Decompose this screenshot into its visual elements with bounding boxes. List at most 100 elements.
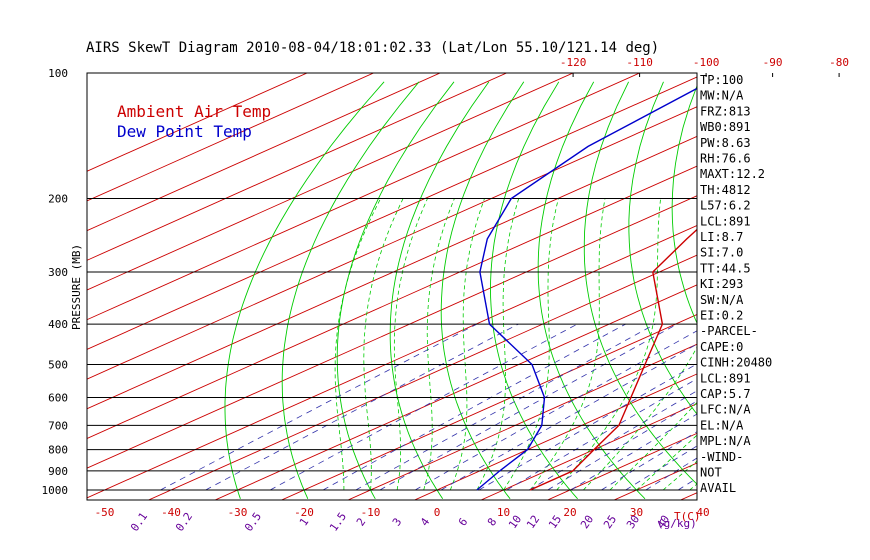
isotherm-line [280, 314, 697, 500]
stability-index-item: CINH:20480 [700, 356, 772, 370]
temp-unit-label: T(C) [674, 510, 701, 523]
isotherm-line [87, 224, 697, 499]
ambient-air-temp-line [529, 228, 697, 491]
top-temp-tick-label: -120 [560, 56, 587, 69]
bottom-temp-tick-label: 30 [630, 506, 643, 519]
tick-label-layer: 0.1 0.2 0.5 1 1.5 2 3 4 6 8 10 12 15 20 25 30 4010020030… [42, 56, 850, 534]
mixing-ratio-line [322, 323, 626, 491]
stability-index-item: SW:N/A [700, 293, 744, 307]
mixing-ratio-line [645, 457, 697, 491]
legend-ambient-air-temp: Ambient Air Temp [117, 102, 271, 121]
bottom-temp-tick-label: 20 [563, 506, 576, 519]
pressure-tick-label: 900 [48, 465, 68, 478]
moist-adiabat-line [503, 198, 559, 491]
bottom-temp-tick-label: -50 [95, 506, 115, 519]
stability-index-item: NOT [700, 466, 722, 480]
pressure-tick-label: 1000 [42, 484, 69, 497]
dry-adiabat-line [224, 81, 385, 499]
mixing-ratio-line [528, 390, 697, 491]
isotherm-line [87, 73, 375, 202]
bottom-temp-tick-label: -20 [294, 506, 314, 519]
stability-index-item: FRZ:813 [700, 104, 751, 118]
stability-index-item: TP:100 [700, 73, 743, 87]
mixing-ratio-line [547, 400, 697, 491]
dry-adiabat-line [281, 81, 420, 499]
stability-index-item: -PARCEL- [700, 324, 758, 338]
isotherm-line [87, 106, 697, 380]
stability-index-item: MAXT:12.2 [700, 167, 765, 181]
stability-index-item: LI:8.7 [700, 230, 743, 244]
isotherm-line [347, 343, 697, 500]
dry-adiabat-line [583, 81, 697, 485]
stability-index-item: PW:8.63 [700, 136, 751, 150]
isotherm-line [214, 284, 697, 500]
dry-adiabat-line [795, 82, 870, 499]
mixing-ratio-tick-label: 15 [546, 513, 564, 531]
dew-point-temp-line [476, 87, 697, 491]
stability-index-item: LFC:N/A [700, 403, 751, 417]
mixing-ratio-tick-label: 0.1 [128, 510, 150, 534]
stability-index-item: AVAIL [700, 481, 736, 495]
bottom-temp-tick-label: 0 [434, 506, 441, 519]
dry-adiabat-line [628, 81, 697, 415]
mixing-ratio-tick-label: 10 [506, 513, 524, 531]
dry-adiabat-line [537, 81, 646, 500]
isotherm-line [147, 254, 697, 500]
sounding-layer [476, 87, 697, 491]
isotherm-line [731, 54, 870, 507]
mixing-ratio-tick-label: 4 [418, 515, 433, 528]
stability-index-item: EL:N/A [700, 418, 744, 432]
top-temp-tick-label: -100 [693, 56, 720, 69]
stability-index-item: KI:293 [700, 277, 743, 291]
mixing-ratio-tick-label: 1.5 [327, 510, 349, 534]
moist-adiabat-line [363, 198, 404, 491]
stability-index-item: EI:0.2 [700, 309, 743, 323]
stability-index-item: L57:6.2 [700, 199, 751, 213]
stability-index-item: CAP:5.7 [700, 387, 751, 401]
moist-adiabat-line [556, 198, 661, 491]
isotherm-line [797, 54, 870, 507]
isotherm-line [87, 73, 641, 321]
stability-index-item: SI:7.0 [700, 246, 743, 260]
bottom-temp-tick-label: -40 [161, 506, 181, 519]
pressure-tick-label: 800 [48, 444, 68, 457]
legend-dew-point-temp: Dew Point Temp [117, 122, 252, 141]
stability-index-item: TT:44.5 [700, 261, 751, 275]
mixing-ratio-tick-label: 3 [390, 516, 404, 529]
mixing-unit-label: (g/kg) [657, 517, 697, 530]
pressure-tick-label: 400 [48, 318, 68, 331]
stability-index-item: MW:N/A [700, 89, 744, 103]
isotherm-line [87, 73, 575, 291]
mixing-ratio-tick-label: 30 [624, 513, 642, 531]
stability-index-item: MPL:N/A [700, 434, 751, 448]
mixing-ratio-line [355, 323, 656, 491]
isotherm-line [87, 73, 442, 232]
mixing-ratio-tick-label: 6 [456, 516, 470, 529]
mixing-ratio-line [414, 330, 697, 491]
dry-adiabat-line [755, 82, 870, 499]
pressure-tick-label: 200 [48, 193, 68, 206]
moist-adiabat-line [393, 198, 428, 491]
stability-index-item: LCL:891 [700, 214, 751, 228]
top-temp-tick-label: -110 [626, 56, 653, 69]
bottom-temp-tick-label: 40 [696, 506, 709, 519]
isotherm-line [87, 135, 697, 410]
mixing-ratio-line [205, 323, 519, 491]
moist-adiabat-line [476, 198, 520, 491]
isotherm-line [480, 403, 697, 500]
isotherm-line [87, 73, 309, 172]
top-temp-tick-label: -90 [763, 56, 783, 69]
stability-index-item: LCL:891 [700, 371, 751, 385]
pressure-tick-label: 500 [48, 359, 68, 372]
pressure-tick-label: 700 [48, 419, 68, 432]
moist-adiabat-line [423, 198, 455, 491]
pressure-tick-label: 300 [48, 266, 68, 279]
dry-adiabat-line [490, 81, 578, 500]
mixing-ratio-tick-label: 12 [524, 513, 542, 531]
pressure-tick-label: 600 [48, 392, 68, 405]
mixing-ratio-tick-label: 20 [578, 513, 596, 531]
isotherm-line [413, 373, 697, 500]
isotherm-line [679, 492, 697, 500]
